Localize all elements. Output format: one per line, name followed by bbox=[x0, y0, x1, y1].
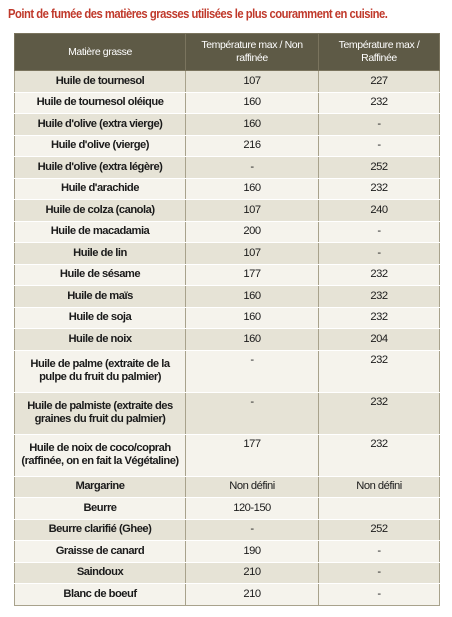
cell-unrefined-temp: 200 bbox=[185, 220, 319, 243]
table-row: Beurre clarifié (Ghee) -252 bbox=[14, 518, 440, 541]
cell-refined-temp: 232 bbox=[318, 177, 440, 200]
cell-unrefined-temp: 107 bbox=[185, 199, 319, 222]
table-row: Huile de soja 160 232 bbox=[14, 306, 440, 329]
cell-unrefined-temp: 216 bbox=[185, 134, 319, 157]
table-row: Huile de tournesol oléique 160 232 bbox=[14, 91, 440, 114]
cell-unrefined-temp: 160 bbox=[185, 91, 319, 114]
cell-fat-type: Huile de noix de coco/coprah (raffinée, … bbox=[14, 433, 186, 477]
cell-unrefined-temp: 160 bbox=[185, 328, 319, 351]
cell-fat-type: Huile de sésame bbox=[14, 263, 186, 286]
cell-unrefined-temp: 107 bbox=[185, 242, 319, 265]
cell-refined-temp: - bbox=[318, 113, 440, 136]
cell-fat-type: Huile de palmiste (extraite des graines … bbox=[14, 391, 186, 435]
cell-unrefined-temp: 107 bbox=[185, 70, 319, 93]
smoke-point-table: Matière grasse Température max / Non raf… bbox=[14, 33, 440, 606]
cell-fat-type: Huile de maïs bbox=[14, 285, 186, 308]
cell-unrefined-temp: - bbox=[185, 349, 319, 393]
table-row: Beurre 120-150 bbox=[14, 497, 440, 520]
cell-unrefined-temp: 177 bbox=[185, 433, 319, 477]
cell-fat-type: Huile de colza (canola) bbox=[14, 199, 186, 222]
cell-fat-type: Huile de lin bbox=[14, 242, 186, 265]
cell-fat-type: Huile d'olive (extra vierge) bbox=[14, 113, 186, 136]
table-row: Blanc de boeuf 210- bbox=[14, 583, 440, 606]
header-fat-type: Matière grasse bbox=[14, 33, 186, 71]
cell-refined-temp: 252 bbox=[318, 518, 440, 541]
table-row: Graisse de canard 190- bbox=[14, 540, 440, 563]
cell-fat-type: Huile de palme (extraite de la pulpe du … bbox=[14, 349, 186, 393]
cell-fat-type: Huile d'olive (vierge) bbox=[14, 134, 186, 157]
table-row: Huile de maïs 160 232 bbox=[14, 285, 440, 308]
cell-unrefined-temp: Non défini bbox=[185, 475, 319, 498]
table-row: Huile d'arachide 160 232 bbox=[14, 177, 440, 200]
cell-fat-type: Huile de soja bbox=[14, 306, 186, 329]
table-row: Huile de macadamia 200- bbox=[14, 220, 440, 243]
cell-fat-type: Graisse de canard bbox=[14, 540, 186, 563]
cell-refined-temp: - bbox=[318, 561, 440, 584]
cell-refined-temp: - bbox=[318, 583, 440, 606]
table-row: Huile de tournesol 107 227 bbox=[14, 70, 440, 93]
cell-refined-temp: - bbox=[318, 134, 440, 157]
cell-fat-type: Beurre clarifié (Ghee) bbox=[14, 518, 186, 541]
cell-unrefined-temp: 190 bbox=[185, 540, 319, 563]
cell-unrefined-temp: - bbox=[185, 156, 319, 179]
table-row: Huile de colza (canola) 107 240 bbox=[14, 199, 440, 222]
table-row: Huile de palme (extraite de la pulpe du … bbox=[14, 349, 440, 393]
cell-fat-type: Huile de tournesol bbox=[14, 70, 186, 93]
cell-unrefined-temp: - bbox=[185, 518, 319, 541]
cell-refined-temp bbox=[318, 497, 440, 520]
cell-fat-type: Margarine bbox=[14, 475, 186, 498]
cell-unrefined-temp: 160 bbox=[185, 306, 319, 329]
cell-refined-temp: 232 bbox=[318, 91, 440, 114]
cell-refined-temp: Non défini bbox=[318, 475, 440, 498]
cell-fat-type: Blanc de boeuf bbox=[14, 583, 186, 606]
table-row: Huile de lin 107- bbox=[14, 242, 440, 265]
cell-refined-temp: - bbox=[318, 220, 440, 243]
header-unrefined-temp: Température max / Non raffinée bbox=[185, 33, 319, 71]
header-refined-temp: Température max / Raffinée bbox=[318, 33, 440, 71]
cell-fat-type: Huile de tournesol oléique bbox=[14, 91, 186, 114]
table-row: Huile d'olive (extra vierge) 160- bbox=[14, 113, 440, 136]
table-row: Huile d'olive (extra légère) -252 bbox=[14, 156, 440, 179]
cell-refined-temp: 240 bbox=[318, 199, 440, 222]
cell-fat-type: Huile de noix bbox=[14, 328, 186, 351]
cell-fat-type: Huile d'arachide bbox=[14, 177, 186, 200]
cell-refined-temp: 232 bbox=[318, 349, 440, 393]
cell-fat-type: Saindoux bbox=[14, 561, 186, 584]
cell-unrefined-temp: - bbox=[185, 391, 319, 435]
cell-refined-temp: 232 bbox=[318, 306, 440, 329]
table-row: Huile de noix de coco/coprah (raffinée, … bbox=[14, 433, 440, 477]
cell-unrefined-temp: 177 bbox=[185, 263, 319, 286]
table-row: Huile d'olive (vierge) 216- bbox=[14, 134, 440, 157]
document-title: Point de fumée des matières grasses util… bbox=[8, 7, 388, 21]
table-header-row: Matière grasse Température max / Non raf… bbox=[14, 33, 440, 71]
cell-unrefined-temp: 160 bbox=[185, 285, 319, 308]
cell-unrefined-temp: 160 bbox=[185, 113, 319, 136]
cell-refined-temp: 252 bbox=[318, 156, 440, 179]
cell-refined-temp: - bbox=[318, 540, 440, 563]
table-row: Huile de sésame 177 232 bbox=[14, 263, 440, 286]
cell-refined-temp: 204 bbox=[318, 328, 440, 351]
cell-refined-temp: 232 bbox=[318, 433, 440, 477]
table-body: Huile de tournesol 107 227 Huile de tournes… bbox=[14, 70, 440, 606]
cell-fat-type: Huile d'olive (extra légère) bbox=[14, 156, 186, 179]
table-row: Huile de noix 160 204 bbox=[14, 328, 440, 351]
table-row: Margarine Non défini Non défini bbox=[14, 475, 440, 498]
table-row: Saindoux 210- bbox=[14, 561, 440, 584]
cell-refined-temp: 232 bbox=[318, 285, 440, 308]
cell-unrefined-temp: 210 bbox=[185, 561, 319, 584]
table-row: Huile de palmiste (extraite des graines … bbox=[14, 391, 440, 435]
cell-unrefined-temp: 120-150 bbox=[185, 497, 319, 520]
cell-unrefined-temp: 210 bbox=[185, 583, 319, 606]
cell-fat-type: Huile de macadamia bbox=[14, 220, 186, 243]
cell-refined-temp: 232 bbox=[318, 391, 440, 435]
cell-unrefined-temp: 160 bbox=[185, 177, 319, 200]
cell-fat-type: Beurre bbox=[14, 497, 186, 520]
cell-refined-temp: 227 bbox=[318, 70, 440, 93]
cell-refined-temp: 232 bbox=[318, 263, 440, 286]
cell-refined-temp: - bbox=[318, 242, 440, 265]
